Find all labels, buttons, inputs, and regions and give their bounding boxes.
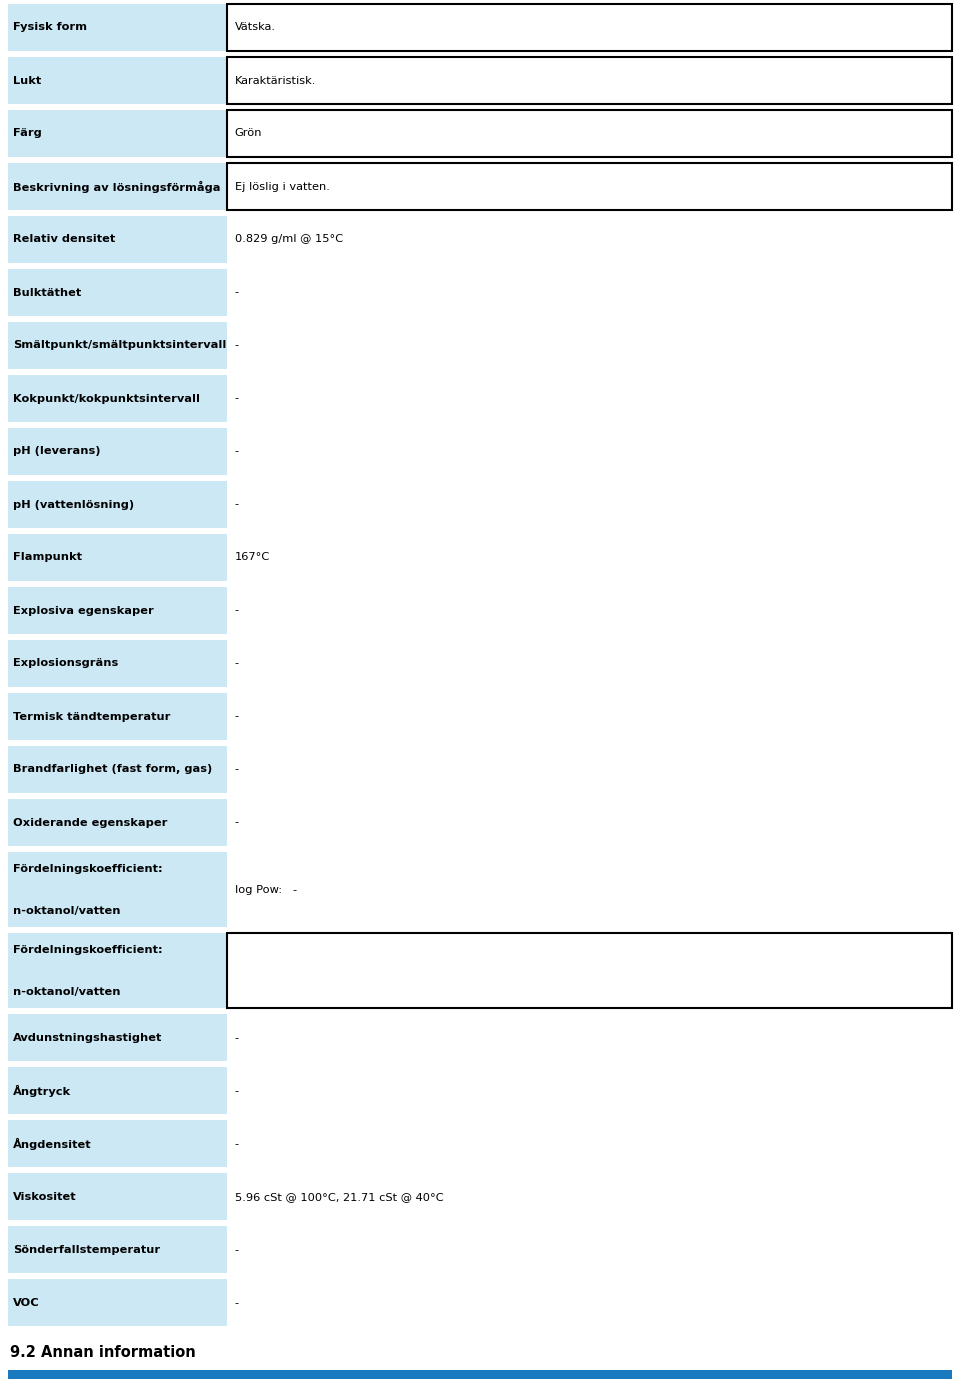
Text: Explosiva egenskaper: Explosiva egenskaper xyxy=(12,605,154,615)
Text: n-oktanol/vatten: n-oktanol/vatten xyxy=(12,987,120,997)
Bar xyxy=(227,375,952,422)
Bar xyxy=(8,1280,227,1327)
Text: -: - xyxy=(235,1033,239,1043)
Text: Ångtryck: Ångtryck xyxy=(12,1085,71,1096)
Bar xyxy=(8,1067,227,1114)
Bar xyxy=(8,1174,227,1220)
Bar xyxy=(227,587,952,634)
Bar xyxy=(8,694,227,741)
Bar xyxy=(227,481,952,528)
Text: Sönderfallstemperatur: Sönderfallstemperatur xyxy=(12,1245,159,1255)
Bar xyxy=(227,934,952,1008)
Bar xyxy=(8,375,227,422)
Bar xyxy=(8,534,227,581)
Bar xyxy=(8,1120,227,1168)
Text: -: - xyxy=(235,712,239,721)
Text: -: - xyxy=(235,818,239,827)
Bar xyxy=(8,4,227,51)
Text: -: - xyxy=(235,764,239,775)
Text: Fördelningskoefficient:: Fördelningskoefficient: xyxy=(12,945,162,954)
Bar xyxy=(227,1226,952,1273)
Bar xyxy=(227,1015,952,1062)
Text: Smältpunkt/smältpunktsintervall: Smältpunkt/smältpunktsintervall xyxy=(12,341,226,350)
Bar xyxy=(227,1120,952,1168)
Bar xyxy=(227,534,952,581)
Bar xyxy=(8,852,227,927)
Bar xyxy=(227,852,952,927)
Text: -: - xyxy=(235,341,239,350)
Text: Ej löslig i vatten.: Ej löslig i vatten. xyxy=(235,182,329,192)
Bar xyxy=(8,217,227,263)
Text: n-oktanol/vatten: n-oktanol/vatten xyxy=(12,906,120,916)
Text: -: - xyxy=(235,659,239,669)
Text: log Pow:   -: log Pow: - xyxy=(235,884,297,895)
Bar xyxy=(227,694,952,741)
Text: Vätska.: Vätska. xyxy=(235,22,276,33)
Bar xyxy=(8,269,227,316)
Text: Beskrivning av lösningsförmåga: Beskrivning av lösningsförmåga xyxy=(12,181,220,193)
Text: Karaktäristisk.: Karaktäristisk. xyxy=(235,76,316,85)
Text: Termisk tändtemperatur: Termisk tändtemperatur xyxy=(12,712,170,721)
Bar xyxy=(227,4,952,51)
Text: -: - xyxy=(235,287,239,298)
Bar xyxy=(227,746,952,793)
Text: -: - xyxy=(235,1298,239,1307)
Bar xyxy=(8,481,227,528)
Bar xyxy=(8,798,227,845)
Text: Relativ densitet: Relativ densitet xyxy=(12,234,115,244)
Text: Explosionsgräns: Explosionsgräns xyxy=(12,659,118,669)
Text: Brandfarlighet (fast form, gas): Brandfarlighet (fast form, gas) xyxy=(12,764,212,775)
Text: Viskositet: Viskositet xyxy=(12,1191,76,1202)
Text: -: - xyxy=(235,1085,239,1096)
Bar xyxy=(8,640,227,687)
Text: -: - xyxy=(235,605,239,615)
Bar xyxy=(227,323,952,370)
Text: Grön: Grön xyxy=(235,128,262,138)
Bar xyxy=(227,163,952,210)
Bar xyxy=(227,57,952,103)
Text: 5.96 cSt @ 100°C, 21.71 cSt @ 40°C: 5.96 cSt @ 100°C, 21.71 cSt @ 40°C xyxy=(235,1191,444,1202)
Text: -: - xyxy=(235,393,239,404)
Bar xyxy=(8,746,227,793)
Text: Flampunkt: Flampunkt xyxy=(12,553,82,563)
Bar xyxy=(227,1174,952,1220)
Text: -: - xyxy=(235,1245,239,1255)
Bar xyxy=(8,1015,227,1062)
Text: Ångdensitet: Ångdensitet xyxy=(12,1138,91,1150)
Bar xyxy=(227,1067,952,1114)
Bar xyxy=(227,269,952,316)
Text: Fysisk form: Fysisk form xyxy=(12,22,86,33)
Bar xyxy=(8,57,227,103)
Bar xyxy=(227,640,952,687)
Bar xyxy=(8,1226,227,1273)
Bar xyxy=(227,798,952,845)
Text: Lukt: Lukt xyxy=(12,76,41,85)
Text: 9.2 Annan information: 9.2 Annan information xyxy=(10,1345,196,1360)
Bar xyxy=(8,1371,952,1379)
Bar xyxy=(227,1280,952,1327)
Bar xyxy=(8,163,227,210)
Bar xyxy=(8,934,227,1008)
Text: Kokpunkt/kokpunktsintervall: Kokpunkt/kokpunktsintervall xyxy=(12,393,200,404)
Text: pH (leverans): pH (leverans) xyxy=(12,447,100,456)
Bar xyxy=(227,217,952,263)
Text: VOC: VOC xyxy=(12,1298,39,1307)
Text: Bulktäthet: Bulktäthet xyxy=(12,287,81,298)
Text: Avdunstningshastighet: Avdunstningshastighet xyxy=(12,1033,162,1043)
Text: -: - xyxy=(235,447,239,456)
Text: 0.829 g/ml @ 15°C: 0.829 g/ml @ 15°C xyxy=(235,234,343,244)
Bar xyxy=(227,427,952,474)
Bar xyxy=(227,110,952,157)
Text: -: - xyxy=(235,499,239,509)
Text: Fördelningskoefficient:: Fördelningskoefficient: xyxy=(12,863,162,873)
Text: Färg: Färg xyxy=(12,128,41,138)
Bar xyxy=(8,587,227,634)
Bar xyxy=(8,427,227,474)
Text: -: - xyxy=(235,1139,239,1149)
Text: Oxiderande egenskaper: Oxiderande egenskaper xyxy=(12,818,167,827)
Text: 167°C: 167°C xyxy=(235,553,270,563)
Bar xyxy=(8,323,227,370)
Text: pH (vattenlösning): pH (vattenlösning) xyxy=(12,499,133,509)
Bar xyxy=(8,110,227,157)
